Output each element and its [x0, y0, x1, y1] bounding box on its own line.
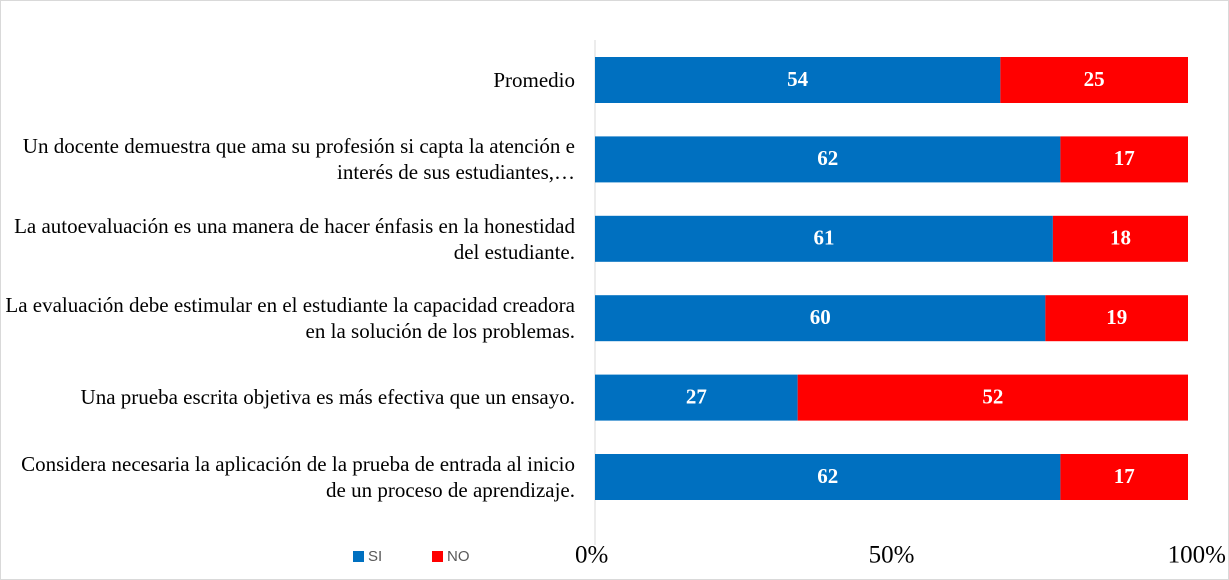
legend-swatch [432, 551, 443, 562]
bar-segment [595, 57, 1001, 103]
bar-segment [595, 374, 798, 421]
data-label: 62 [817, 464, 838, 488]
data-label: 60 [810, 305, 831, 329]
data-label: 19 [1106, 305, 1127, 329]
data-label: 54 [787, 67, 809, 91]
y-tick-label: Considera necesaria la aplicación de la … [21, 451, 575, 502]
bar-segment [1060, 454, 1188, 500]
legend-swatch [353, 551, 364, 562]
category-label-box: Promedio [493, 67, 575, 92]
bar-segment [595, 295, 1046, 342]
y-tick-label: Promedio [493, 67, 575, 92]
data-label: 18 [1110, 226, 1131, 250]
data-label: 62 [817, 146, 838, 170]
x-tick-label: 0% [575, 542, 608, 569]
data-label: 52 [982, 384, 1003, 408]
category-label-box: La autoevaluación es una manera de hacer… [14, 213, 575, 264]
data-label: 25 [1084, 67, 1105, 91]
y-tick-label: Una prueba escrita objetiva es más efect… [80, 385, 575, 410]
bar-segment [595, 136, 1061, 183]
bar-segment [595, 454, 1061, 500]
bar-segment [595, 215, 1053, 262]
bar-segment [797, 374, 1188, 421]
category-label-box: La evaluación debe estimular en el estud… [5, 292, 575, 344]
category-label-box: Considera necesaria la aplicación de la … [21, 451, 575, 502]
bar-segment [1060, 136, 1188, 183]
bar-segment [1045, 295, 1188, 342]
y-tick-label: La evaluación debe estimular en el estud… [5, 292, 575, 344]
data-label: 17 [1114, 146, 1135, 170]
bar-segment [1052, 215, 1188, 262]
data-label: 17 [1114, 464, 1135, 488]
data-label: 61 [813, 226, 834, 250]
category-label-box: Un docente demuestra que ama su profesió… [22, 134, 575, 185]
data-label: 27 [686, 384, 707, 408]
bar-segment [1000, 57, 1188, 103]
category-label-box: Una prueba escrita objetiva es más efect… [80, 385, 575, 410]
y-tick-label: Un docente demuestra que ama su profesió… [22, 134, 575, 185]
x-tick-label: 50% [869, 542, 915, 569]
x-tick-label: 100% [1168, 542, 1226, 569]
legend-label: SI [368, 548, 382, 565]
legend-label: NO [447, 548, 470, 565]
y-tick-label: La autoevaluación es una manera de hacer… [14, 213, 575, 264]
